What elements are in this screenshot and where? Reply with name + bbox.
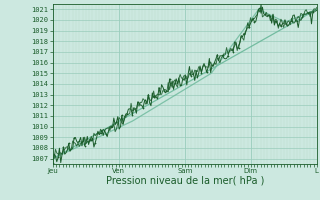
Point [268, 15, 273, 18]
Point [225, 55, 230, 58]
Point [66, 142, 71, 145]
Point [87, 137, 92, 141]
Point [98, 132, 103, 135]
Point [56, 156, 61, 159]
Point [162, 89, 167, 92]
Point [114, 120, 119, 124]
Point [71, 136, 76, 140]
Point [151, 96, 156, 99]
Point [305, 11, 310, 14]
Point [183, 74, 188, 78]
Point [220, 54, 225, 57]
Point [310, 11, 316, 14]
Point [284, 22, 289, 25]
Point [156, 86, 162, 89]
Point [188, 74, 193, 77]
Point [119, 114, 124, 117]
Point [108, 125, 114, 129]
Point [124, 112, 130, 115]
Point [172, 82, 177, 85]
Point [103, 132, 108, 135]
Point [50, 161, 55, 164]
Point [236, 46, 241, 50]
Point [278, 25, 284, 28]
Point [130, 113, 135, 116]
Point [146, 94, 151, 97]
Point [252, 21, 257, 24]
Point [262, 13, 268, 16]
Point [273, 20, 278, 23]
Point [167, 77, 172, 80]
Point [247, 26, 252, 29]
Point [194, 70, 199, 73]
Point [178, 84, 183, 87]
Point [77, 139, 82, 143]
Point [257, 7, 262, 10]
X-axis label: Pression niveau de la mer( hPa ): Pression niveau de la mer( hPa ) [106, 176, 264, 186]
Point [294, 19, 300, 22]
Point [241, 32, 246, 35]
Point [300, 16, 305, 19]
Point [82, 144, 87, 147]
Point [93, 141, 98, 144]
Point [289, 20, 294, 23]
Point [61, 145, 66, 149]
Point [215, 53, 220, 56]
Point [140, 106, 146, 109]
Point [204, 71, 209, 74]
Point [135, 100, 140, 103]
Point [199, 71, 204, 74]
Point [209, 64, 214, 67]
Point [231, 50, 236, 53]
